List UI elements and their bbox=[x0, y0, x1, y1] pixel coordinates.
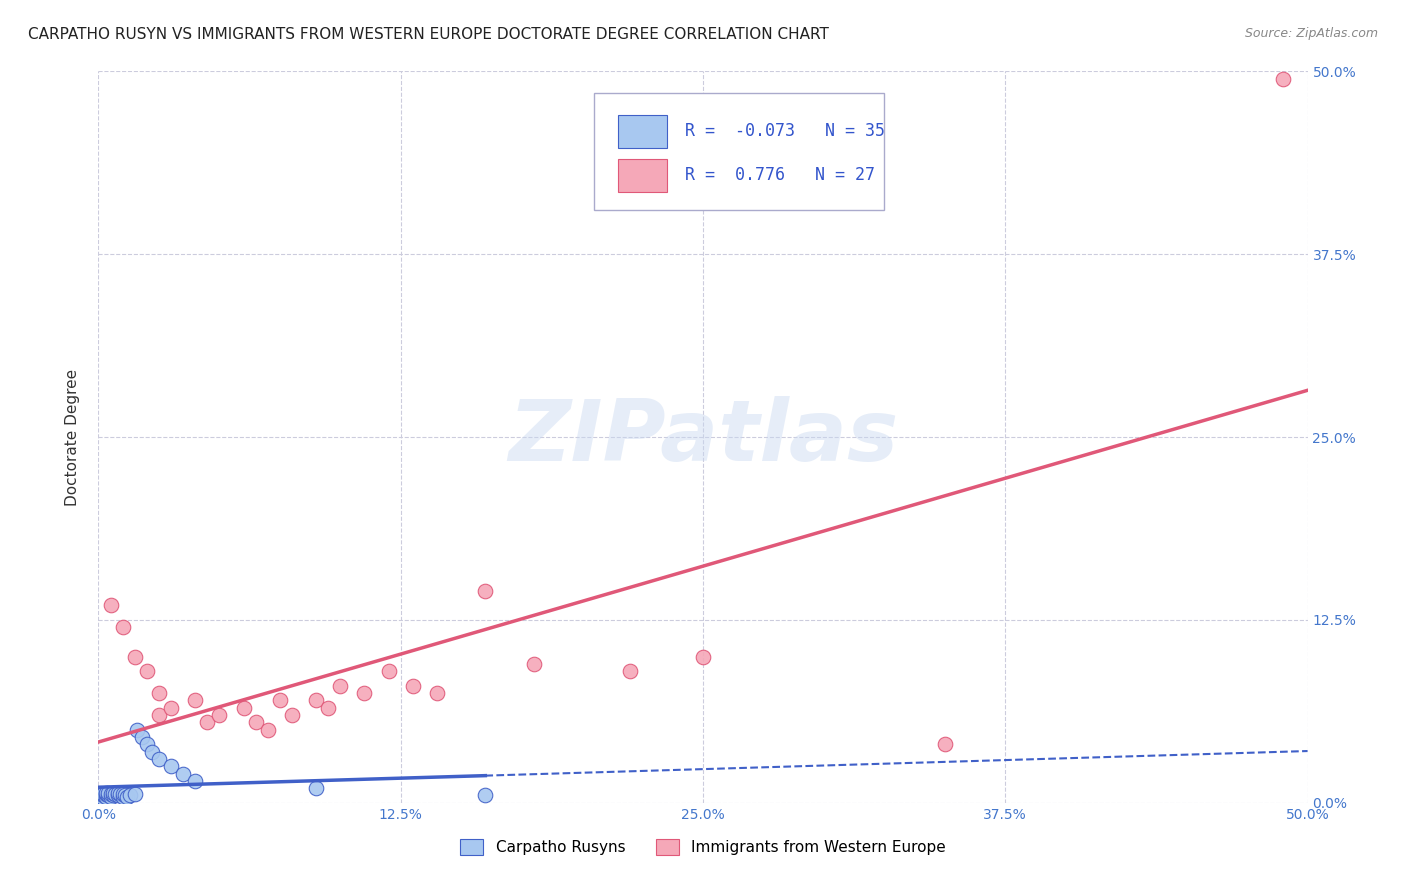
Point bbox=[114, 789, 136, 803]
Point bbox=[305, 781, 328, 796]
Point bbox=[256, 723, 278, 737]
Point bbox=[111, 789, 134, 804]
Point bbox=[101, 789, 124, 803]
Legend: Carpatho Rusyns, Immigrants from Western Europe: Carpatho Rusyns, Immigrants from Western… bbox=[454, 833, 952, 861]
Point bbox=[474, 583, 496, 598]
Point bbox=[934, 737, 956, 751]
Text: R =  0.776   N = 27: R = 0.776 N = 27 bbox=[685, 166, 875, 185]
Point bbox=[692, 649, 714, 664]
Point bbox=[118, 789, 141, 803]
Point bbox=[135, 664, 157, 678]
Text: ZIPatlas: ZIPatlas bbox=[508, 395, 898, 479]
Point bbox=[94, 789, 117, 804]
Point bbox=[124, 787, 146, 801]
Point bbox=[141, 745, 163, 759]
Point bbox=[97, 786, 120, 800]
Point bbox=[111, 787, 134, 801]
Point bbox=[135, 737, 157, 751]
Point bbox=[184, 693, 207, 707]
Point bbox=[91, 791, 114, 805]
Y-axis label: Doctorate Degree: Doctorate Degree bbox=[65, 368, 80, 506]
Point bbox=[107, 789, 129, 803]
Point bbox=[127, 723, 149, 737]
Point bbox=[474, 789, 496, 803]
Point bbox=[124, 649, 146, 664]
FancyBboxPatch shape bbox=[619, 115, 666, 148]
Point bbox=[91, 787, 114, 801]
FancyBboxPatch shape bbox=[619, 159, 666, 192]
Point bbox=[208, 708, 231, 723]
Point bbox=[90, 789, 112, 804]
Point bbox=[377, 664, 399, 678]
Point bbox=[94, 786, 117, 800]
Point bbox=[184, 773, 207, 788]
Point bbox=[329, 679, 352, 693]
Point bbox=[148, 708, 170, 723]
Point bbox=[305, 693, 328, 707]
Point bbox=[523, 657, 546, 671]
Point bbox=[281, 708, 304, 723]
Point bbox=[104, 787, 127, 801]
Text: Source: ZipAtlas.com: Source: ZipAtlas.com bbox=[1244, 27, 1378, 40]
Point bbox=[131, 730, 153, 744]
Point bbox=[111, 620, 134, 634]
Point bbox=[232, 700, 254, 714]
Text: CARPATHO RUSYN VS IMMIGRANTS FROM WESTERN EUROPE DOCTORATE DEGREE CORRELATION CH: CARPATHO RUSYN VS IMMIGRANTS FROM WESTER… bbox=[28, 27, 830, 42]
Point bbox=[100, 787, 122, 801]
Point bbox=[101, 786, 124, 800]
Point bbox=[90, 791, 112, 805]
Point bbox=[117, 789, 139, 804]
FancyBboxPatch shape bbox=[595, 94, 884, 211]
Point bbox=[97, 789, 120, 803]
Point bbox=[90, 793, 112, 807]
Text: R =  -0.073   N = 35: R = -0.073 N = 35 bbox=[685, 122, 884, 140]
Point bbox=[100, 599, 122, 613]
Point bbox=[160, 759, 183, 773]
Point bbox=[108, 787, 131, 801]
Point bbox=[160, 700, 183, 714]
Point bbox=[619, 664, 641, 678]
Point bbox=[148, 752, 170, 766]
Point bbox=[402, 679, 425, 693]
Point bbox=[148, 686, 170, 700]
Point bbox=[1272, 71, 1295, 86]
Point bbox=[107, 786, 129, 800]
Point bbox=[426, 686, 449, 700]
Point bbox=[91, 789, 114, 803]
Point bbox=[195, 715, 218, 730]
Point bbox=[269, 693, 291, 707]
Point bbox=[316, 700, 339, 714]
Point bbox=[94, 787, 117, 801]
Point bbox=[172, 766, 194, 780]
Point bbox=[100, 789, 122, 804]
Point bbox=[245, 715, 267, 730]
Point bbox=[353, 686, 375, 700]
